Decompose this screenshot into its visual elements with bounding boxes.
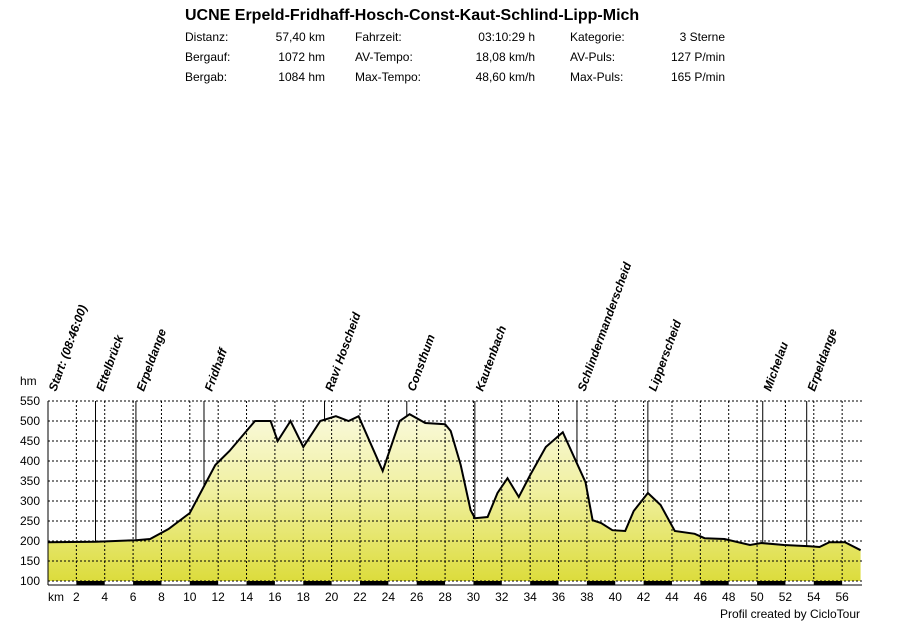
x-tick-label: 34 bbox=[523, 590, 537, 604]
waypoint-label: Start: (08:46:00) bbox=[46, 303, 90, 393]
stat-label: AV-Tempo: bbox=[355, 50, 413, 64]
x-tick-label: 54 bbox=[807, 590, 821, 604]
x-tick-label: 36 bbox=[552, 590, 566, 604]
scale-bar bbox=[757, 581, 786, 585]
x-tick-label: 30 bbox=[467, 590, 481, 604]
y-tick-label: 250 bbox=[20, 514, 40, 528]
stat-label: Distanz: bbox=[185, 30, 228, 44]
x-tick-label: 40 bbox=[609, 590, 623, 604]
x-tick-label: 38 bbox=[580, 590, 594, 604]
scale-bar bbox=[303, 581, 332, 585]
stat-value: 57,40 km bbox=[276, 30, 325, 44]
x-tick-label: 32 bbox=[495, 590, 509, 604]
y-tick-label: 450 bbox=[20, 434, 40, 448]
x-tick-label: 50 bbox=[750, 590, 764, 604]
y-tick-label: 150 bbox=[20, 554, 40, 568]
x-tick-label: 4 bbox=[101, 590, 108, 604]
stat-label: Max-Tempo: bbox=[355, 70, 421, 84]
stat-label: AV-Puls: bbox=[570, 50, 615, 64]
x-tick-label: 52 bbox=[779, 590, 793, 604]
x-tick-label: 28 bbox=[438, 590, 452, 604]
stat-label: Max-Puls: bbox=[570, 70, 623, 84]
x-tick-label: 18 bbox=[297, 590, 311, 604]
profile-area bbox=[48, 414, 861, 581]
x-tick-label: 2 bbox=[73, 590, 80, 604]
waypoint-label: Ravi Hoscheid bbox=[322, 310, 364, 393]
y-tick-label: 550 bbox=[20, 394, 40, 408]
x-tick-label: 46 bbox=[694, 590, 708, 604]
y-tick-label: 300 bbox=[20, 494, 40, 508]
scale-bar bbox=[189, 581, 219, 585]
waypoint-label: Consthum bbox=[404, 332, 438, 393]
waypoint-label: Michelau bbox=[760, 339, 791, 393]
y-tick-label: 350 bbox=[20, 474, 40, 488]
x-tick-label: 6 bbox=[130, 590, 137, 604]
scale-bar bbox=[643, 581, 672, 585]
x-tick-label: 48 bbox=[722, 590, 736, 604]
stat-value: 165 P/min bbox=[671, 70, 725, 84]
x-axis-label: km bbox=[48, 590, 64, 604]
x-tick-label: 26 bbox=[410, 590, 424, 604]
stat-label: Bergauf: bbox=[185, 50, 230, 64]
stat-label: Fahrzeit: bbox=[355, 30, 402, 44]
stat-value: 127 P/min bbox=[671, 50, 725, 64]
scale-bar bbox=[416, 581, 446, 585]
scale-bar bbox=[133, 581, 162, 585]
x-tick-label: 10 bbox=[183, 590, 197, 604]
x-tick-label: 12 bbox=[211, 590, 225, 604]
waypoint-label: Erpeldange bbox=[134, 327, 170, 394]
x-tick-label: 42 bbox=[637, 590, 651, 604]
waypoint-label: Schlindermanderscheid bbox=[575, 260, 635, 393]
chart-title: UCNE Erpeld-Fridhaff-Hosch-Const-Kaut-Sc… bbox=[185, 7, 639, 24]
stat-value: 3 Sterne bbox=[680, 30, 726, 44]
scale-bar bbox=[530, 581, 559, 585]
scale-bar bbox=[76, 581, 105, 585]
scale-bar bbox=[246, 581, 275, 585]
stat-value: 18,08 km/h bbox=[476, 50, 535, 64]
x-tick-label: 20 bbox=[325, 590, 339, 604]
y-tick-label: 500 bbox=[20, 414, 40, 428]
scale-bar bbox=[586, 581, 616, 585]
x-tick-label: 16 bbox=[268, 590, 282, 604]
y-tick-label: 100 bbox=[20, 574, 40, 588]
waypoint-label: Ettelbrück bbox=[93, 332, 127, 393]
waypoint-label: Kautenbach bbox=[473, 324, 510, 393]
stat-value: 1084 hm bbox=[278, 70, 325, 84]
waypoint-label: Fridhaff bbox=[202, 346, 231, 393]
waypoint-label: Lipperscheid bbox=[646, 317, 685, 393]
scale-bar bbox=[813, 581, 843, 585]
footer: Profil created by CicloTour bbox=[720, 607, 860, 621]
y-tick-label: 200 bbox=[20, 534, 40, 548]
stat-value: 1072 hm bbox=[278, 50, 325, 64]
waypoint-label: Erpeldange bbox=[804, 327, 840, 394]
stat-label: Kategorie: bbox=[570, 30, 625, 44]
stat-value: 03:10:29 h bbox=[478, 30, 535, 44]
scale-bar bbox=[473, 581, 502, 585]
scale-bar bbox=[700, 581, 729, 585]
stat-label: Bergab: bbox=[185, 70, 227, 84]
x-tick-label: 22 bbox=[353, 590, 367, 604]
x-tick-label: 56 bbox=[835, 590, 849, 604]
scale-bar bbox=[359, 581, 389, 585]
x-tick-label: 14 bbox=[240, 590, 254, 604]
stats: Distanz: 57,40 km Fahrzeit: 03:10:29 h Kateg… bbox=[185, 30, 725, 84]
x-tick-label: 8 bbox=[158, 590, 165, 604]
stat-value: 48,60 km/h bbox=[476, 70, 535, 84]
y-axis-label: hm bbox=[20, 374, 37, 388]
x-tick-label: 24 bbox=[382, 590, 396, 604]
x-tick-label: 44 bbox=[665, 590, 679, 604]
y-tick-label: 400 bbox=[20, 454, 40, 468]
profile-line bbox=[47, 413, 862, 552]
